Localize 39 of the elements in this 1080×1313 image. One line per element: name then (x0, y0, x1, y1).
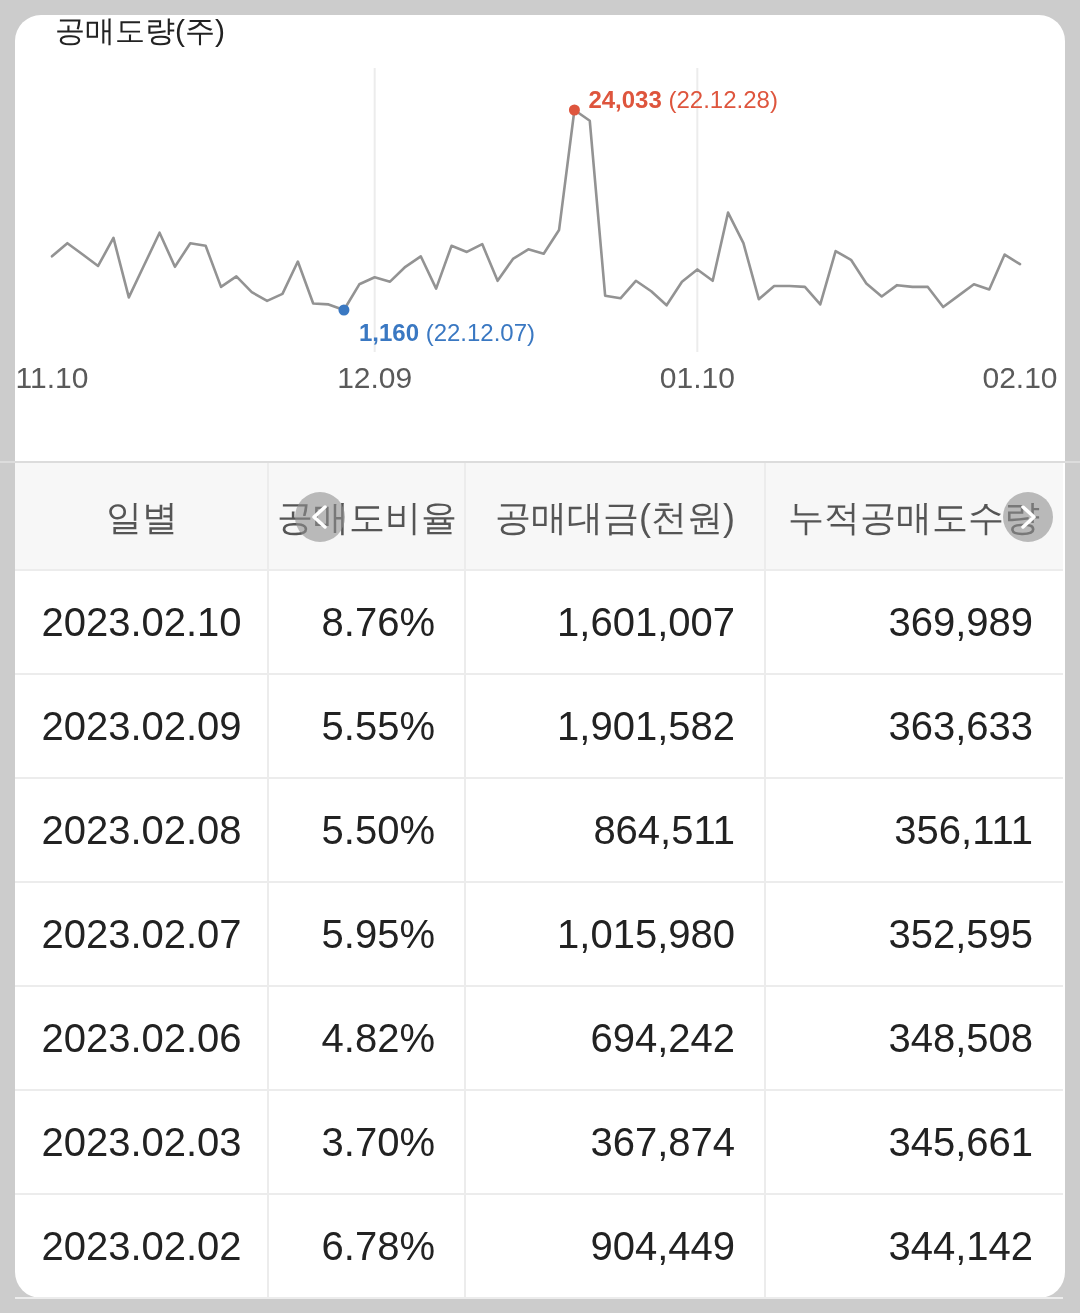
text: 2023.02.03 (41, 1120, 242, 1164)
text: 4.82% (321, 1016, 435, 1060)
chart-title: 공매도량(주) (55, 14, 225, 47)
text: 2023.02.07 (41, 912, 242, 956)
text: 2023.02.08 (41, 808, 242, 852)
text: 348,508 (888, 1016, 1033, 1060)
data-label: 1,160 (22.12.07) (358, 319, 536, 346)
text: 6.78% (321, 1224, 435, 1268)
x-tick-label: 12.09 (337, 361, 413, 394)
text: 2023.02.10 (41, 600, 242, 644)
text: 2023.02.02 (41, 1224, 242, 1268)
text: 345,661 (888, 1120, 1033, 1164)
text: 904,449 (590, 1224, 735, 1268)
category-label: 누적공매도수량 (788, 496, 1040, 538)
category-label: 공매도비율 (276, 496, 457, 538)
text: 864,511 (593, 808, 735, 852)
x-tick-label: 11.10 (15, 361, 89, 394)
text: 369,989 (888, 600, 1033, 644)
text: 1,601,007 (557, 600, 735, 644)
x-tick-label: 01.10 (659, 361, 735, 394)
text: 8.76% (321, 600, 435, 644)
text: 5.50% (321, 808, 435, 852)
text: 694,242 (590, 1016, 735, 1060)
text: 2023.02.06 (41, 1016, 242, 1060)
text: 367,874 (590, 1120, 735, 1164)
text: 352,595 (888, 912, 1033, 956)
text: 2023.02.09 (41, 704, 242, 748)
text: 356,111 (894, 808, 1033, 852)
x-tick-label: 02.10 (982, 361, 1058, 394)
text: 3.70% (321, 1120, 435, 1164)
category-label: 공매대금(천원) (495, 496, 735, 538)
data-label: 24,033 (22.12.28) (588, 86, 778, 113)
text: 363,633 (888, 704, 1033, 748)
text: 1,901,582 (557, 704, 735, 748)
text: 1,015,980 (557, 912, 735, 956)
category-label: 일별 (105, 496, 178, 538)
text: 344,142 (888, 1224, 1033, 1268)
text: 5.95% (321, 912, 435, 956)
text: 5.55% (321, 704, 435, 748)
